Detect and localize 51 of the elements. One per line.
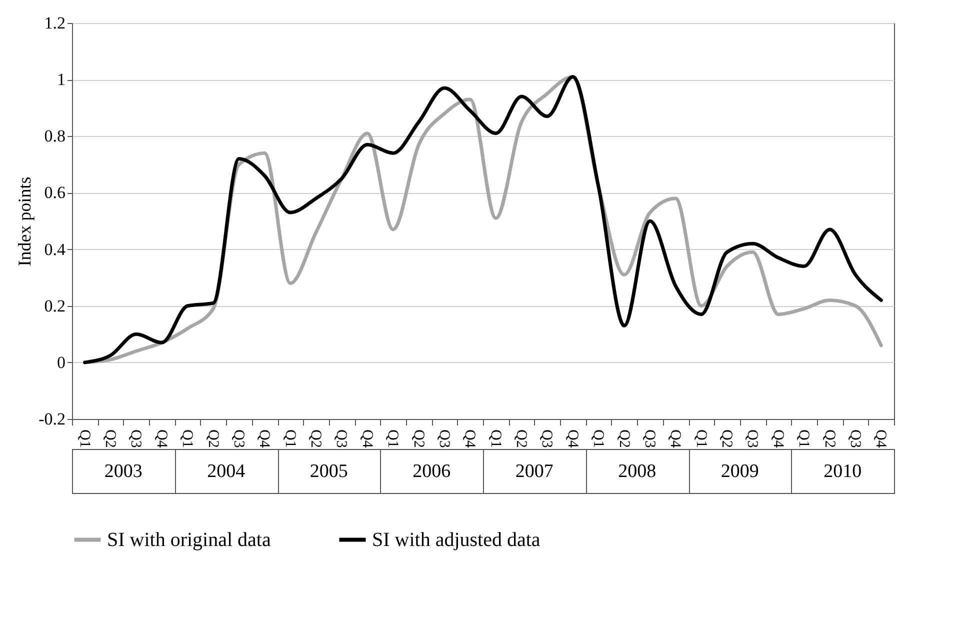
x-tick-label: Q4 (872, 430, 889, 448)
text: 2009 (720, 461, 759, 482)
x-tick-label: Q3 (744, 430, 760, 448)
y-tick-label: 0.2 (44, 296, 66, 316)
x-tick-label: Q2 (410, 430, 426, 448)
x-tick-label: Q3 (128, 430, 144, 448)
x-tick-label: Q4 (770, 430, 786, 448)
x-tick-label: Q1 (590, 430, 606, 448)
x-tick-label: Q1 (282, 430, 298, 448)
x-tick-label: Q2 (513, 430, 530, 448)
text: 2004 (207, 461, 246, 482)
text: 2006 (412, 461, 451, 482)
x-tick-label: Q3 (641, 430, 658, 448)
x-tick-label: Q3 (230, 430, 246, 448)
x-tick-label: Q2 (308, 430, 324, 448)
y-tick-label: 0 (57, 352, 66, 372)
x-tick-label: Q1 (76, 430, 92, 448)
y-tick-label: -0.2 (38, 410, 66, 428)
x-tick-label: Q1 (692, 430, 709, 448)
x-tick-label: Q1 (179, 430, 196, 448)
x-tick-label: Q1 (384, 430, 401, 448)
text: 2003 (104, 461, 142, 482)
x-tick-label: Q2 (616, 430, 632, 448)
y-axis-title: Index points (14, 176, 35, 266)
x-tick-label: Q4 (564, 430, 580, 448)
x-tick-label: Q1 (796, 430, 812, 448)
legend-label: SI with original data (107, 528, 271, 551)
legend-label: SI with adjusted data (372, 528, 540, 551)
x-tick-label: Q4 (462, 430, 478, 448)
y-tick-label: 1.2 (44, 14, 66, 32)
x-tick-label: Q2 (204, 430, 221, 448)
x-tick-label: Q4 (256, 430, 272, 448)
x-tick-label: Q3 (436, 430, 452, 448)
text: 2008 (618, 461, 656, 482)
y-tick-label: 0.6 (44, 183, 66, 202)
text: 2007 (515, 461, 554, 482)
x-tick-label: Q2 (821, 430, 838, 448)
x-tick-label: Q4 (358, 430, 375, 448)
x-tick-label: Q4 (153, 430, 170, 448)
x-tick-label: Q1 (487, 430, 504, 448)
x-tick-label: Q3 (333, 430, 350, 448)
x-tick-label: Q3 (846, 430, 863, 448)
x-tick-label: Q2 (718, 430, 735, 448)
x-tick-label: Q3 (538, 430, 555, 448)
text: 2010 (824, 461, 862, 482)
y-tick-label: 0.8 (44, 126, 66, 146)
x-tick-label: Q4 (667, 430, 684, 448)
text: 2005 (310, 461, 348, 482)
x-tick-label: Q2 (102, 430, 118, 448)
y-tick-label: 0.4 (44, 240, 66, 259)
y-tick-label: 1 (57, 70, 66, 90)
